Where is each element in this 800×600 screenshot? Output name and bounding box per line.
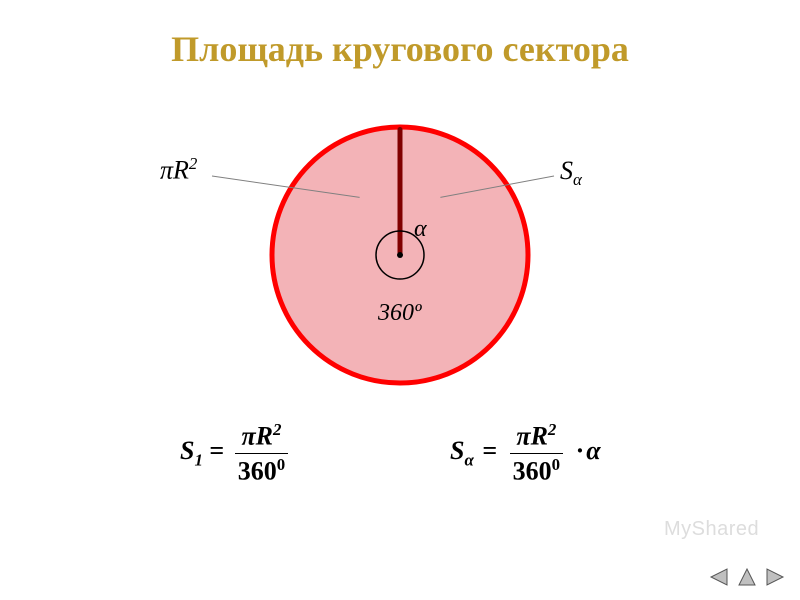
- pi-symbol: π: [160, 156, 173, 185]
- S-symbol: S: [560, 156, 573, 185]
- f1-360: 360: [238, 456, 277, 485]
- f2-exp: 2: [548, 420, 556, 439]
- f1-eq: =: [209, 436, 224, 465]
- f2-den-exp: 0: [552, 455, 560, 474]
- watermark: MyShared: [664, 518, 759, 541]
- triangle-right-icon: [767, 569, 783, 585]
- watermark-text: MyShared: [664, 518, 759, 540]
- label-pi-r-squared: πR2: [160, 154, 197, 186]
- f2-R: R: [531, 422, 548, 451]
- f1-pi: π: [241, 422, 255, 451]
- alpha-text: α: [414, 216, 427, 242]
- nav-controls: [708, 566, 786, 588]
- f2-S: S: [450, 436, 464, 465]
- f1-den-exp: 0: [277, 455, 285, 474]
- three-sixty-text: 360º: [378, 300, 421, 326]
- f2-360: 360: [513, 456, 552, 485]
- label-alpha: α: [414, 216, 427, 243]
- f1-den: 3600: [235, 453, 288, 487]
- f1-S: S: [180, 436, 194, 465]
- f1-R: R: [256, 422, 273, 451]
- formula-s1: S1 = πR2 3600: [180, 420, 292, 486]
- R-symbol: R: [173, 156, 189, 185]
- formula-s-alpha: Sα = πR2 3600 ·α: [450, 420, 601, 486]
- f2-alpha: α: [586, 436, 600, 465]
- label-360: 360º: [378, 300, 421, 327]
- f2-fraction: πR2 3600: [510, 420, 563, 486]
- f1-sub: 1: [194, 450, 202, 469]
- f1-num: πR2: [235, 420, 288, 453]
- triangle-left-icon: [711, 569, 727, 585]
- label-s-alpha: Sα: [560, 156, 582, 190]
- f2-num: πR2: [510, 420, 563, 453]
- nav-next-button[interactable]: [764, 566, 786, 588]
- f1-fraction: πR2 3600: [235, 420, 288, 486]
- f2-eq: =: [480, 436, 499, 465]
- f2-pi: π: [516, 422, 530, 451]
- nav-up-button[interactable]: [736, 566, 758, 588]
- f2-den: 3600: [510, 453, 563, 487]
- nav-prev-button[interactable]: [708, 566, 730, 588]
- f1-exp: 2: [273, 420, 281, 439]
- exponent-2: 2: [189, 154, 197, 173]
- formula-row: S1 = πR2 3600 Sα = πR2 3600 ·α: [0, 420, 800, 500]
- alpha-subscript: α: [573, 170, 582, 189]
- f2-dot: ·: [574, 436, 587, 465]
- f2-sub: α: [464, 450, 473, 469]
- triangle-up-icon: [739, 569, 755, 585]
